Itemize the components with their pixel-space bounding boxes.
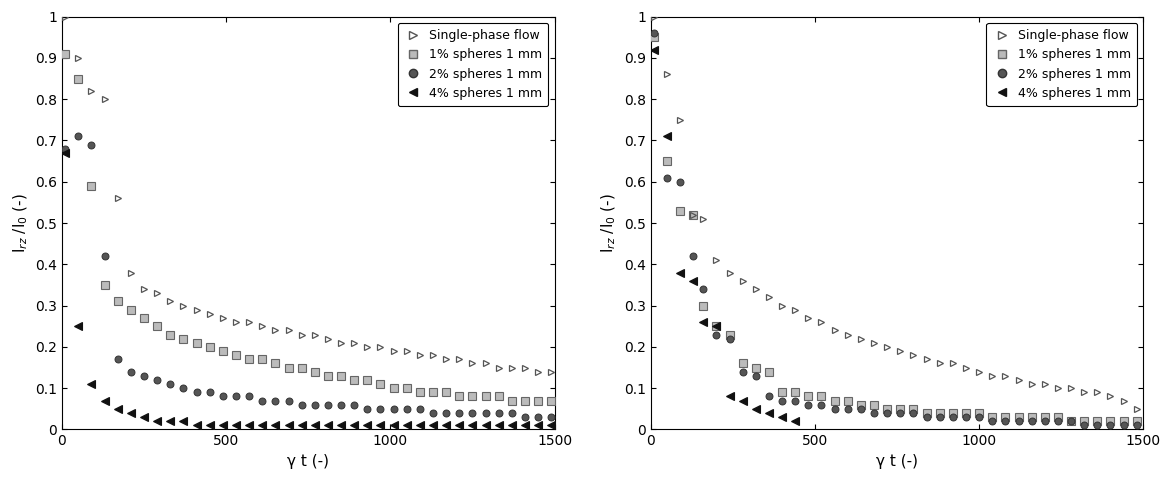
X-axis label: γ t (-): γ t (-)	[287, 454, 329, 469]
Legend: Single-phase flow, 1% spheres 1 mm, 2% spheres 1 mm, 4% spheres 1 mm: Single-phase flow, 1% spheres 1 mm, 2% s…	[987, 23, 1137, 106]
Y-axis label: I$_{rz}$ /I$_0$ (-): I$_{rz}$ /I$_0$ (-)	[600, 193, 619, 253]
Y-axis label: I$_{rz}$ /I$_0$ (-): I$_{rz}$ /I$_0$ (-)	[11, 193, 29, 253]
X-axis label: γ t (-): γ t (-)	[875, 454, 918, 469]
Legend: Single-phase flow, 1% spheres 1 mm, 2% spheres 1 mm, 4% spheres 1 mm: Single-phase flow, 1% spheres 1 mm, 2% s…	[397, 23, 548, 106]
